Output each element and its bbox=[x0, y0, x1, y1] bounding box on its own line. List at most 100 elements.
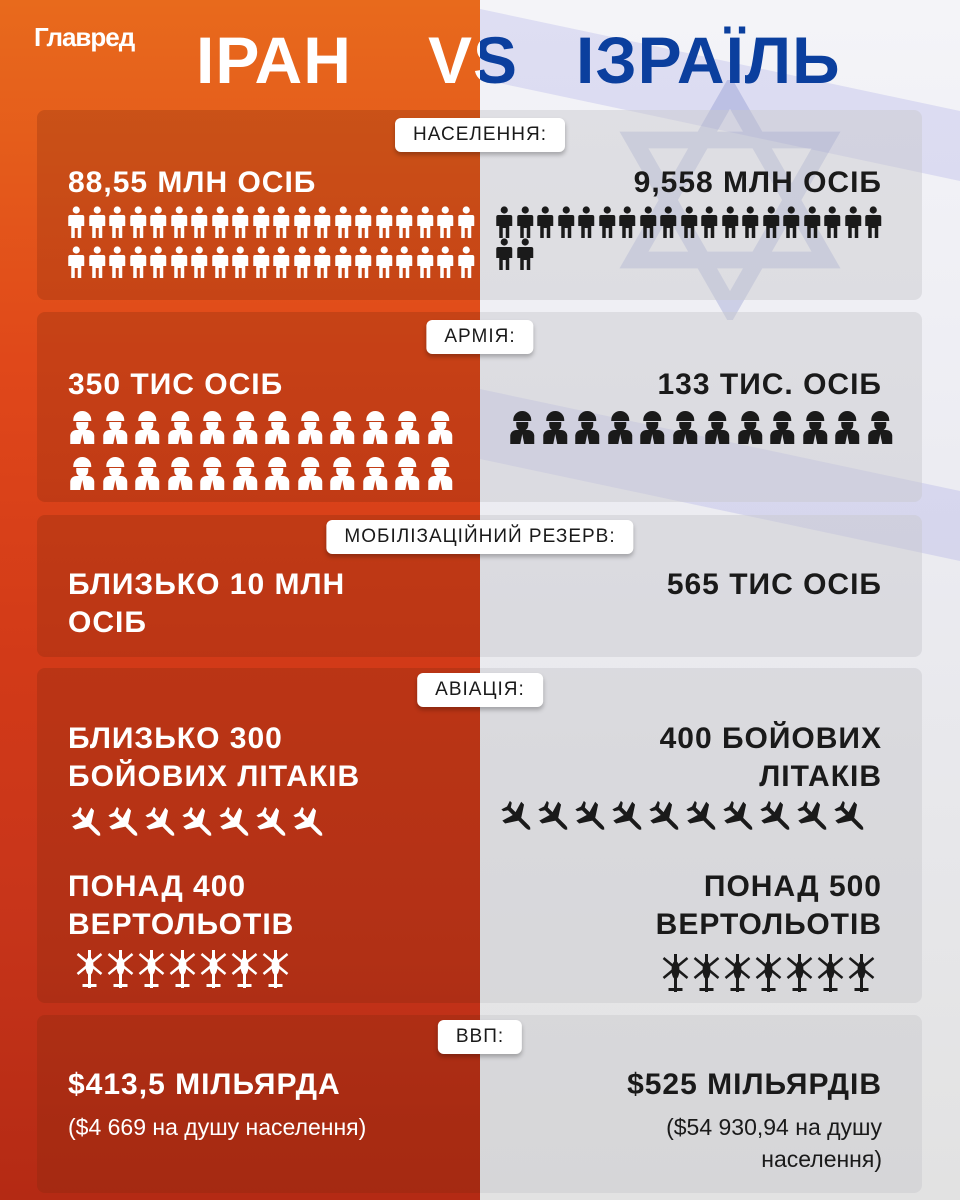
soldier-icon bbox=[362, 411, 387, 444]
helicopter-icon bbox=[262, 950, 289, 988]
soldier-icon bbox=[835, 411, 860, 444]
person-icon bbox=[457, 206, 474, 238]
plane-icon bbox=[575, 800, 605, 830]
plane-icon bbox=[538, 800, 568, 830]
soldier-icon bbox=[265, 457, 290, 490]
person-icon bbox=[273, 246, 290, 278]
soldier-icon bbox=[802, 411, 827, 444]
iran-heli-line1: ПОНАД 400 bbox=[68, 870, 247, 903]
soldier-icon bbox=[330, 457, 355, 490]
soldier-icon bbox=[362, 457, 387, 490]
gdp-label: ВВП: bbox=[437, 1020, 523, 1054]
person-icon bbox=[619, 206, 636, 238]
soldier-icon bbox=[672, 411, 697, 444]
person-icon bbox=[211, 206, 228, 238]
person-icon bbox=[496, 238, 513, 270]
person-icon bbox=[150, 206, 167, 238]
israel-army-icons bbox=[506, 408, 896, 444]
person-icon bbox=[865, 206, 882, 238]
person-icon bbox=[273, 206, 290, 238]
iran-reserve-line1: БЛИЗЬКО 10 МЛН bbox=[68, 568, 346, 601]
israel-gdp: $525 МІЛЬЯРДІВ bbox=[627, 1068, 882, 1101]
iran-gdp: $413,5 МІЛЬЯРДА bbox=[68, 1068, 341, 1101]
iran-population-icons bbox=[66, 206, 476, 278]
iran-reserve-line2: ОСІБ bbox=[68, 606, 147, 639]
helicopter-icon bbox=[693, 954, 720, 992]
soldier-icon bbox=[70, 411, 95, 444]
plane-icon bbox=[256, 806, 286, 836]
soldier-icon bbox=[607, 411, 632, 444]
israel-background bbox=[480, 0, 960, 1200]
person-icon bbox=[170, 246, 187, 278]
person-icon bbox=[516, 206, 533, 238]
person-icon bbox=[191, 246, 208, 278]
person-icon bbox=[314, 246, 331, 278]
soldier-icon bbox=[265, 411, 290, 444]
title-iran: ІРАН bbox=[196, 23, 352, 97]
plane-icon bbox=[501, 800, 531, 830]
soldier-icon bbox=[427, 411, 452, 444]
person-icon bbox=[437, 206, 454, 238]
person-icon bbox=[803, 206, 820, 238]
helicopter-icon bbox=[200, 950, 227, 988]
soldier-icon bbox=[395, 457, 420, 490]
plane-icon bbox=[612, 800, 642, 830]
population-label: НАСЕЛЕННЯ: bbox=[395, 118, 565, 152]
plane-icon bbox=[182, 806, 212, 836]
aviation-panel bbox=[37, 668, 922, 1003]
person-icon bbox=[232, 206, 249, 238]
israel-gdp-per-capita-line2: населення) bbox=[761, 1146, 882, 1172]
person-icon bbox=[416, 206, 433, 238]
gdp-panel bbox=[37, 1015, 922, 1193]
helicopter-icon bbox=[662, 954, 689, 992]
helicopter-icon bbox=[817, 954, 844, 992]
title-israel: ІЗРАЇЛЬ bbox=[576, 23, 841, 97]
israel-heli-line2: ВЕРТОЛЬОТІВ bbox=[655, 908, 882, 941]
israel-heli-line1: ПОНАД 500 bbox=[703, 870, 882, 903]
plane-icon bbox=[145, 806, 175, 836]
person-icon bbox=[578, 206, 595, 238]
person-icon bbox=[293, 206, 310, 238]
person-icon bbox=[232, 246, 249, 278]
soldier-icon bbox=[102, 411, 127, 444]
person-icon bbox=[844, 206, 861, 238]
soldier-icon bbox=[542, 411, 567, 444]
soldier-icon bbox=[330, 411, 355, 444]
iran-planes-line2: БОЙОВИХ ЛІТАКІВ bbox=[68, 760, 361, 793]
person-icon bbox=[742, 206, 759, 238]
israel-gdp-per-capita-line1: ($54 930,94 на душу bbox=[666, 1114, 882, 1140]
person-icon bbox=[437, 246, 454, 278]
soldier-icon bbox=[705, 411, 730, 444]
person-icon bbox=[252, 246, 269, 278]
person-icon bbox=[762, 206, 779, 238]
soldier-icon bbox=[297, 411, 322, 444]
israel-population-icons bbox=[494, 206, 894, 270]
israel-reserve: 565 ТИС ОСІБ bbox=[666, 568, 882, 601]
iran-planes-line1: БЛИЗЬКО 300 bbox=[68, 722, 283, 755]
israel-helicopter-icons bbox=[660, 952, 877, 992]
helicopter-icon bbox=[724, 954, 751, 992]
soldier-icon bbox=[737, 411, 762, 444]
iran-helicopter-icons bbox=[74, 948, 291, 988]
person-icon bbox=[293, 246, 310, 278]
plane-icon bbox=[686, 800, 716, 830]
reserve-label: МОБІЛІЗАЦІЙНИЙ РЕЗЕРВ: bbox=[326, 520, 634, 554]
soldier-icon bbox=[167, 457, 192, 490]
plane-icon bbox=[71, 806, 101, 836]
plane-icon bbox=[649, 800, 679, 830]
soldier-icon bbox=[135, 411, 160, 444]
plane-icon bbox=[797, 800, 827, 830]
person-icon bbox=[396, 246, 413, 278]
person-icon bbox=[355, 206, 372, 238]
person-icon bbox=[68, 246, 85, 278]
person-icon bbox=[170, 206, 187, 238]
soldier-icon bbox=[70, 457, 95, 490]
helicopter-icon bbox=[138, 950, 165, 988]
israel-planes-line2: ЛІТАКІВ bbox=[759, 760, 882, 793]
aviation-label: АВІАЦІЯ: bbox=[417, 673, 543, 707]
person-icon bbox=[721, 206, 738, 238]
soldier-icon bbox=[232, 411, 257, 444]
iran-plane-icons bbox=[68, 804, 327, 838]
helicopter-icon bbox=[76, 950, 103, 988]
soldier-icon bbox=[395, 411, 420, 444]
